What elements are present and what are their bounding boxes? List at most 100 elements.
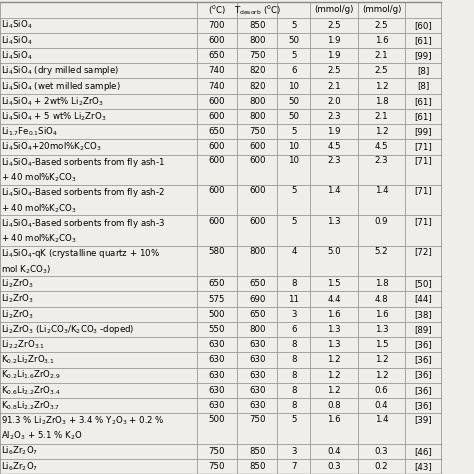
Text: 820: 820 [249,66,265,75]
Text: 1.4: 1.4 [375,186,388,195]
Text: 650: 650 [249,279,265,288]
Text: [50]: [50] [414,279,432,288]
Text: 10: 10 [288,82,300,91]
Text: 750: 750 [249,51,265,60]
Text: Li$_2$ZrO$_3$: Li$_2$ZrO$_3$ [1,308,35,320]
Text: 1.8: 1.8 [375,97,388,106]
Text: 1.4: 1.4 [375,415,388,424]
Text: 50: 50 [288,112,300,121]
Text: [36]: [36] [414,340,432,349]
Text: 1.2: 1.2 [328,386,341,395]
Text: 750: 750 [209,462,225,471]
Text: 0.4: 0.4 [375,401,388,410]
Text: 650: 650 [209,127,225,136]
Text: 10: 10 [288,142,300,151]
Text: 2.5: 2.5 [328,21,341,30]
Text: 600: 600 [209,142,225,151]
Text: 1.3: 1.3 [328,217,341,226]
Text: 3: 3 [291,447,297,456]
Text: 5: 5 [291,415,297,424]
Text: (mmol/g): (mmol/g) [362,6,401,15]
Text: K$_{0.2}$Li$_2$ZrO$_{3.1}$: K$_{0.2}$Li$_2$ZrO$_{3.1}$ [1,354,55,366]
Text: Li$_4$SiO$_4$: Li$_4$SiO$_4$ [1,34,33,46]
Text: 8: 8 [291,340,297,349]
Text: Li$_4$SiO$_4$ + 2wt% Li$_2$ZrO$_3$: Li$_4$SiO$_4$ + 2wt% Li$_2$ZrO$_3$ [1,95,104,108]
Text: 800: 800 [249,325,265,334]
Text: 8: 8 [291,356,297,365]
Text: 1.3: 1.3 [328,340,341,349]
Text: 0.9: 0.9 [375,217,388,226]
Text: [72]: [72] [414,247,432,256]
Text: K$_{0.2}$Li$_{1.6}$ZrO$_{2.9}$: K$_{0.2}$Li$_{1.6}$ZrO$_{2.9}$ [1,369,61,382]
Text: 0.6: 0.6 [375,386,388,395]
Text: 630: 630 [209,340,225,349]
Text: 630: 630 [209,356,225,365]
Text: 2.3: 2.3 [328,112,341,121]
Text: 500: 500 [209,310,225,319]
Text: 11: 11 [288,294,300,303]
Text: 8: 8 [291,386,297,395]
Text: 820: 820 [249,82,265,91]
Text: [36]: [36] [414,356,432,365]
Text: [8]: [8] [417,66,429,75]
Text: 0.4: 0.4 [328,447,341,456]
Text: [38]: [38] [414,310,432,319]
Text: 1.2: 1.2 [328,371,341,380]
Text: 1.6: 1.6 [328,310,341,319]
Text: 740: 740 [209,82,225,91]
Text: Li$_4$SiO$_4$+20mol%K$_2$CO$_3$: Li$_4$SiO$_4$+20mol%K$_2$CO$_3$ [1,141,102,153]
Text: Li$_4$SiO$_4$ (dry milled sample): Li$_4$SiO$_4$ (dry milled sample) [1,64,119,77]
Text: 800: 800 [249,247,265,256]
Text: 550: 550 [209,325,225,334]
Text: 1.2: 1.2 [375,127,388,136]
Text: [71]: [71] [414,186,432,195]
Text: 5: 5 [291,21,297,30]
Text: 1.6: 1.6 [375,36,388,45]
Text: [36]: [36] [414,371,432,380]
Text: 6: 6 [291,66,297,75]
Text: Li$_6$Zr$_2$O$_7$: Li$_6$Zr$_2$O$_7$ [1,460,38,473]
Text: 800: 800 [249,112,265,121]
Text: 1.2: 1.2 [328,356,341,365]
Text: 750: 750 [249,127,265,136]
Text: 6: 6 [291,325,297,334]
Text: 4.5: 4.5 [375,142,388,151]
Text: 50: 50 [288,36,300,45]
Text: 50: 50 [288,97,300,106]
Text: 2.1: 2.1 [375,112,388,121]
Text: Li$_{2.2}$ZrO$_{3.1}$: Li$_{2.2}$ZrO$_{3.1}$ [1,338,46,351]
Text: (mmol/g): (mmol/g) [314,6,354,15]
Text: 2.3: 2.3 [328,156,341,165]
Text: Li$_4$SiO$_4$-Based sorbents from fly ash-3
+ 40 mol%K$_2$CO$_3$: Li$_4$SiO$_4$-Based sorbents from fly as… [1,217,165,245]
Text: 2.3: 2.3 [375,156,388,165]
Text: 600: 600 [209,217,225,226]
Text: Li$_4$SiO$_4$-qK (crystalline quartz + 10%
mol K$_2$CO$_3$): Li$_4$SiO$_4$-qK (crystalline quartz + 1… [1,247,160,275]
Text: 650: 650 [209,279,225,288]
Text: Li$_6$Zr$_2$O$_7$: Li$_6$Zr$_2$O$_7$ [1,445,38,457]
Text: K$_{0.8}$Li$_{2.2}$ZrO$_{3.7}$: K$_{0.8}$Li$_{2.2}$ZrO$_{3.7}$ [1,399,61,412]
Text: [71]: [71] [414,217,432,226]
Text: [61]: [61] [414,97,432,106]
Text: Li$_2$ZrO$_3$ (Li$_2$CO$_3$/K$_2$CO$_3$ -doped): Li$_2$ZrO$_3$ (Li$_2$CO$_3$/K$_2$CO$_3$ … [1,323,135,336]
Text: Li$_4$SiO$_4$-Based sorbents from fly ash-1
+ 40 mol%K$_2$CO$_3$: Li$_4$SiO$_4$-Based sorbents from fly as… [1,156,165,184]
Text: K$_{0.6}$Li$_{2.2}$ZrO$_{3.4}$: K$_{0.6}$Li$_{2.2}$ZrO$_{3.4}$ [1,384,61,397]
Text: 5: 5 [291,186,297,195]
Text: 630: 630 [209,401,225,410]
Text: 5.0: 5.0 [328,247,341,256]
Text: 700: 700 [209,21,225,30]
Text: ($^0$C): ($^0$C) [208,3,226,17]
Text: 650: 650 [249,310,265,319]
Text: 2.5: 2.5 [328,66,341,75]
Text: 4.4: 4.4 [328,294,341,303]
Text: 600: 600 [249,142,265,151]
Text: Li$_4$SiO$_4$: Li$_4$SiO$_4$ [1,49,33,62]
Text: 1.9: 1.9 [328,127,341,136]
Text: [44]: [44] [414,294,432,303]
Text: 4.8: 4.8 [375,294,388,303]
Text: 5: 5 [291,217,297,226]
Text: Li$_2$ZrO$_3$: Li$_2$ZrO$_3$ [1,293,35,305]
Text: 4.5: 4.5 [328,142,341,151]
Text: [36]: [36] [414,386,432,395]
Text: 600: 600 [209,186,225,195]
Text: [36]: [36] [414,401,432,410]
